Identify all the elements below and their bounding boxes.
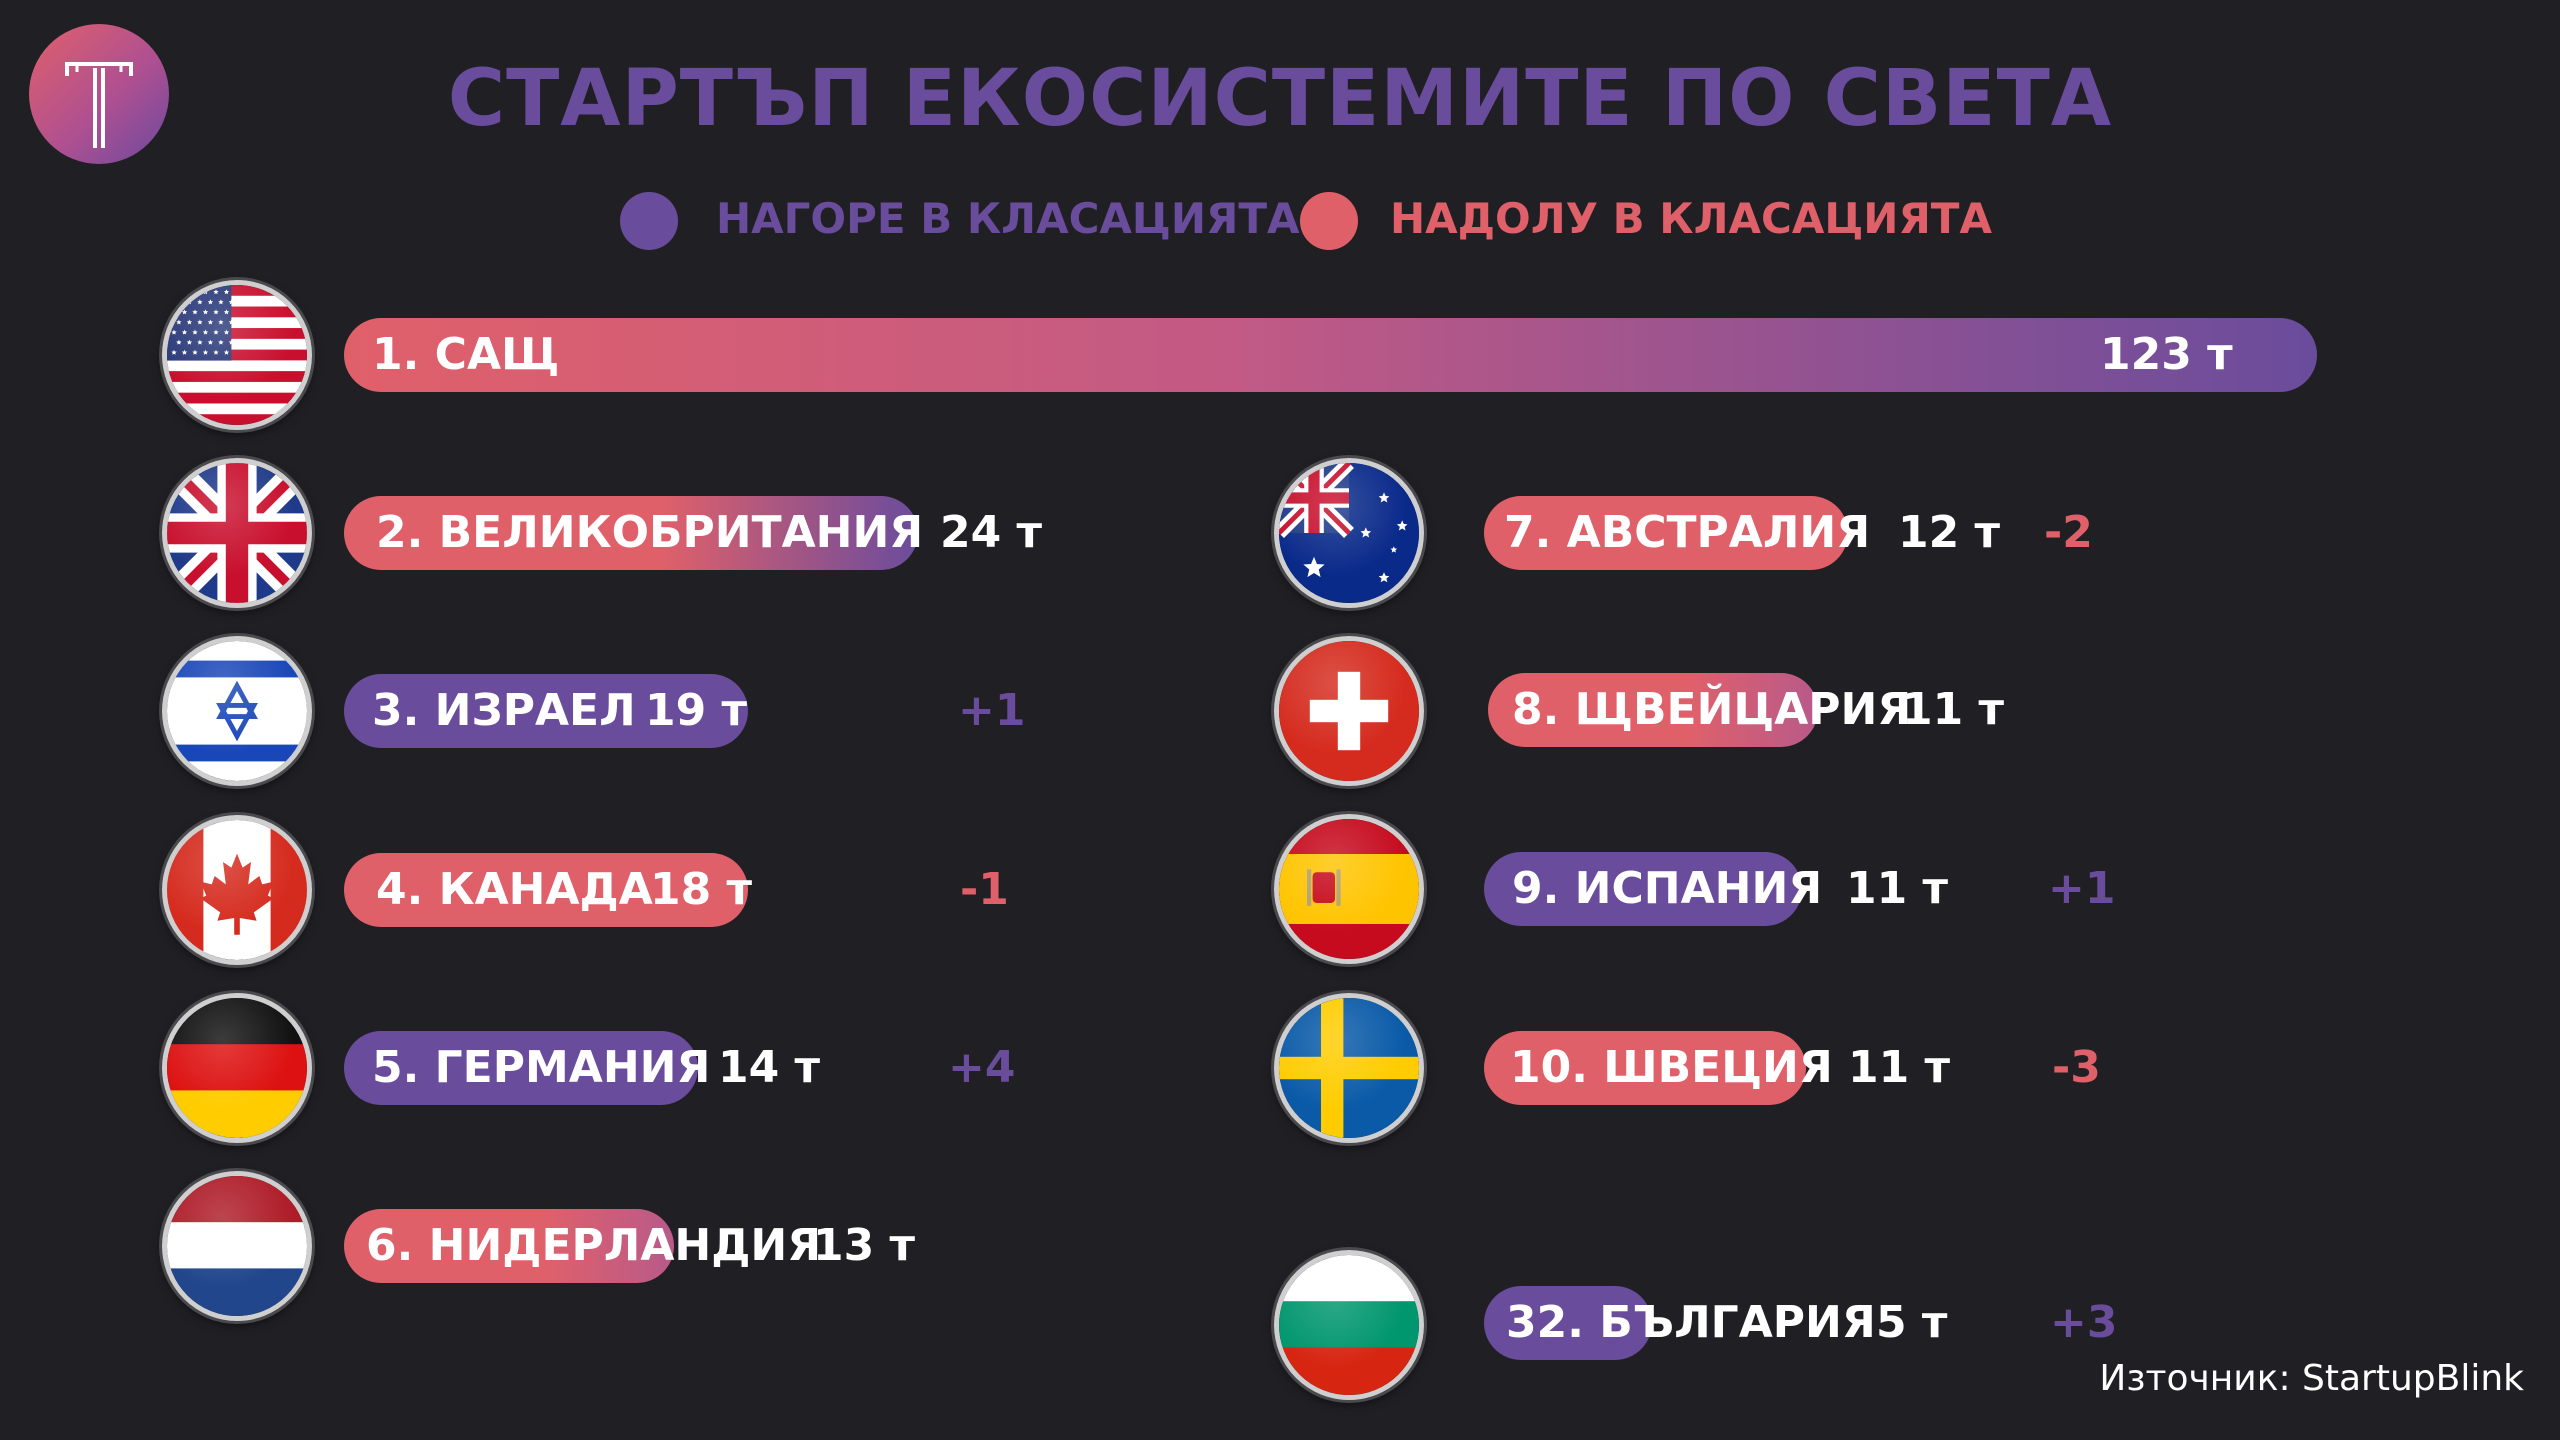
netherlands-flag-icon	[162, 1171, 312, 1321]
legend-down-label: НАДОЛУ В КЛАСАЦИЯТА	[1390, 194, 1992, 243]
bar-value-label: 13 т	[813, 1220, 916, 1271]
bar-value-label: 14 т	[718, 1042, 821, 1093]
bar-label: 5. ГЕРМАНИЯ	[372, 1042, 711, 1093]
bar-5	[344, 1031, 698, 1105]
switzerland-flag-icon	[1274, 636, 1424, 786]
bar-4	[344, 853, 748, 927]
bar-6	[344, 1209, 674, 1283]
canada-flag-icon	[162, 815, 312, 965]
bar-label: 2. ВЕЛИКОБРИТАНИЯ	[376, 507, 924, 558]
page-title: СТАРТЪП ЕКОСИСТЕМИТЕ ПО СВЕТА	[447, 54, 2113, 144]
bar-value-label: 24 т	[940, 507, 1043, 558]
legend-up-dot	[620, 192, 678, 250]
bar-label: 4. КАНАДА	[376, 864, 653, 915]
rank-change-label: +3	[2050, 1297, 2118, 1348]
legend-up-label: НАГОРЕ В КЛАСАЦИЯТА	[716, 194, 1300, 243]
bar-9	[1484, 852, 1802, 926]
sweden-flag-icon	[1274, 993, 1424, 1143]
source-note: Източник: StartupBlink	[2099, 1358, 2524, 1399]
bar-7	[1484, 496, 1848, 570]
bar-11	[1484, 1286, 1652, 1360]
bar-value-label: 5 т	[1876, 1297, 1948, 1348]
bar-label: 1. САЩ	[372, 329, 560, 380]
spain-flag-icon	[1274, 814, 1424, 964]
bar-label: 7. АВСТРАЛИЯ	[1504, 507, 1871, 558]
rank-change-label: +1	[2048, 863, 2116, 914]
usa-flag-icon	[162, 280, 312, 430]
bar-value-label: 11 т	[1902, 684, 2005, 735]
bar-1	[344, 318, 2317, 392]
bar-value-label: 12 т	[1898, 507, 2001, 558]
germany-flag-icon	[162, 993, 312, 1143]
brand-logo	[29, 24, 169, 164]
bar-value-label: 18 т	[650, 864, 753, 915]
uk-flag-icon	[162, 458, 312, 608]
rank-change-label: -3	[2052, 1042, 2101, 1093]
bar-label: 8. ЩВЕЙЦАРИЯ	[1512, 684, 1912, 735]
bar-label: 32. БЪЛГАРИЯ	[1506, 1297, 1876, 1348]
bar-3	[344, 674, 748, 748]
rank-change-label: +4	[948, 1042, 1016, 1093]
bar-value-label: 123 т	[2100, 329, 2233, 380]
bar-value-label: 11 т	[1848, 1042, 1951, 1093]
bar-label: 9. ИСПАНИЯ	[1512, 863, 1823, 914]
rank-change-label: +1	[958, 685, 1026, 736]
bar-2	[344, 496, 918, 570]
bar-label: 3. ИЗРАЕЛ	[372, 685, 636, 736]
legend-down-dot	[1300, 192, 1358, 250]
rank-change-label: -1	[960, 864, 1009, 915]
bar-label: 6. НИДЕРЛАНДИЯ	[366, 1220, 822, 1271]
australia-flag-icon	[1274, 458, 1424, 608]
logo-t-icon	[65, 62, 133, 148]
israel-flag-icon	[162, 636, 312, 786]
bulgaria-flag-icon	[1274, 1250, 1424, 1400]
bar-8	[1488, 673, 1818, 747]
bar-label: 10. ШВЕЦИЯ	[1510, 1042, 1833, 1093]
bar-10	[1484, 1031, 1806, 1105]
bar-value-label: 11 т	[1846, 863, 1949, 914]
rank-change-label: -2	[2044, 507, 2093, 558]
bar-value-label: 19 т	[645, 685, 748, 736]
